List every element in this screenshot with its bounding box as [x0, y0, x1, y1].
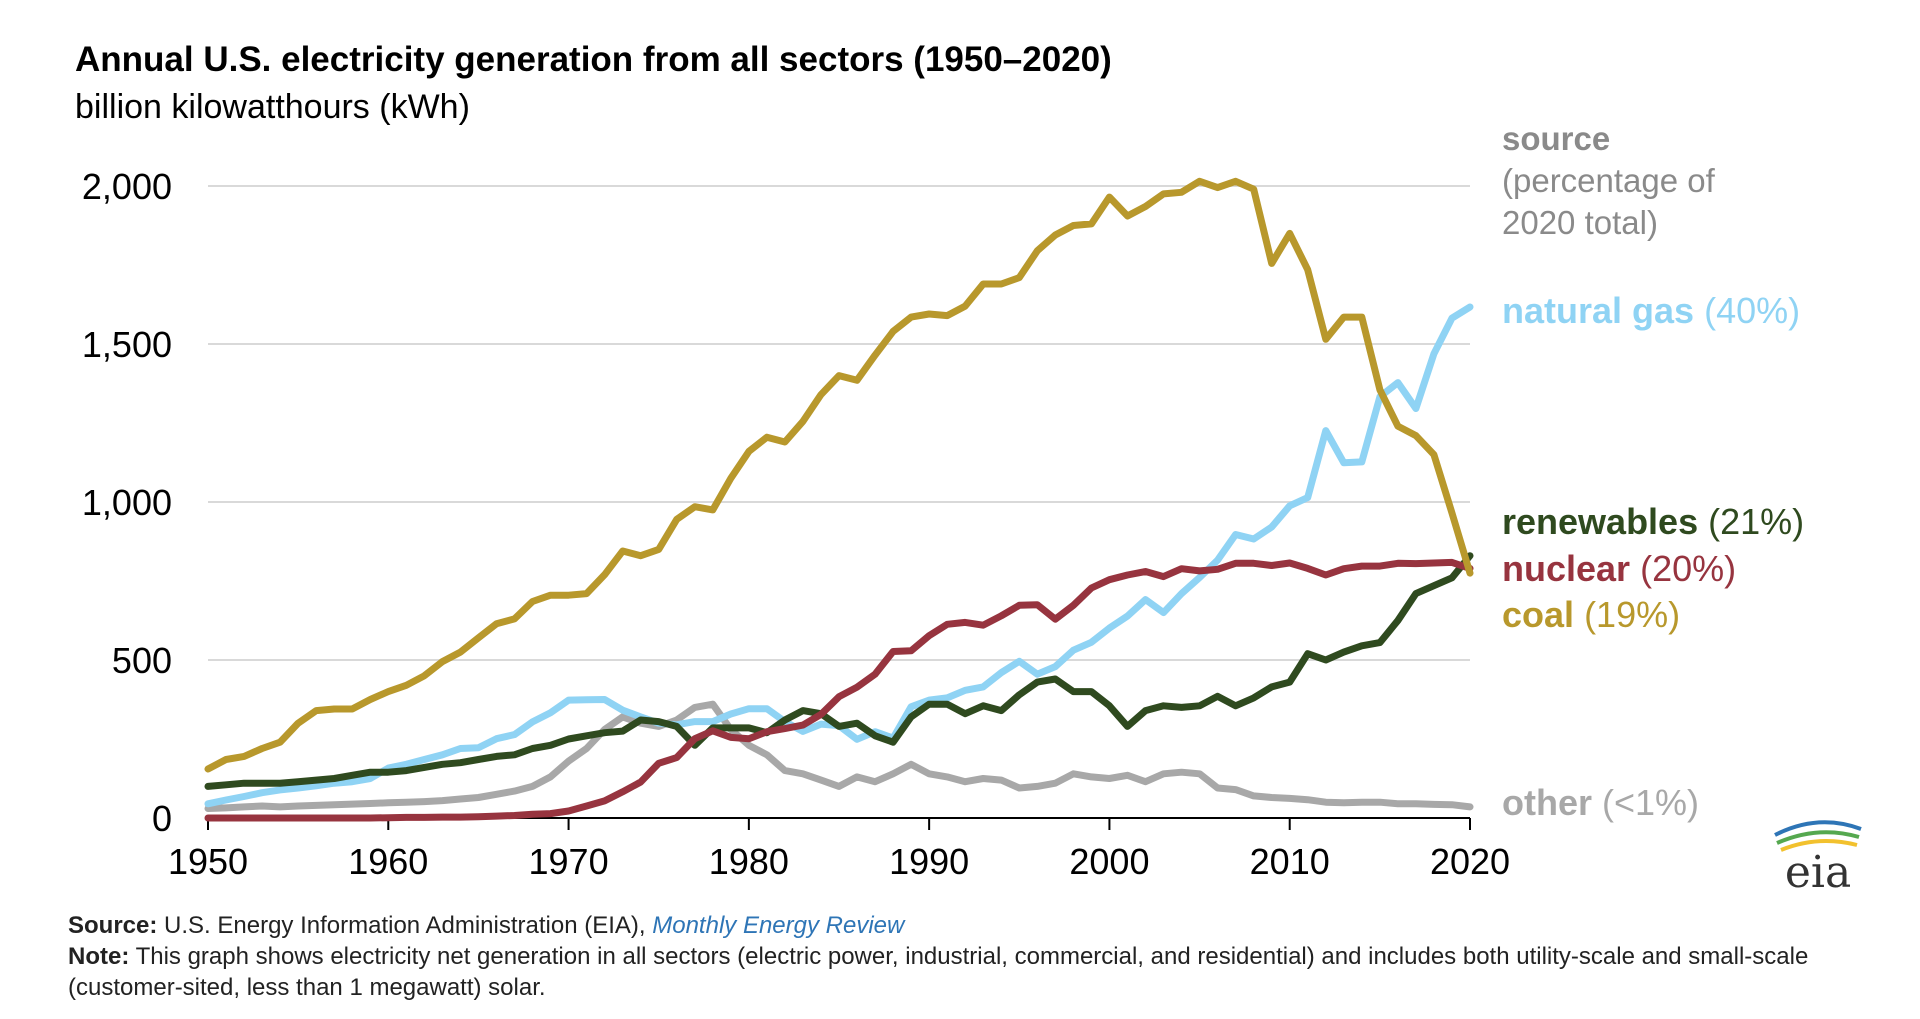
y-axis-ticks: 0 500 1,000 1,500 2,000 [82, 166, 172, 839]
x-tick-label: 1980 [709, 841, 789, 882]
legend-item-other: other (<1%) [1502, 782, 1699, 824]
legend-item-natural-gas: natural gas (40%) [1502, 290, 1800, 332]
y-tick-label: 500 [112, 640, 172, 681]
y-tick-label: 1,000 [82, 482, 172, 523]
source-line: Source: U.S. Energy Information Administ… [68, 910, 1868, 941]
eia-logo-text: eia [1785, 847, 1851, 895]
eia-logo: eia [1763, 805, 1873, 900]
legend-nuclear-name: nuclear [1502, 548, 1631, 589]
legend-header-line2: (percentage of [1502, 162, 1715, 199]
series-line-renewables [204, 552, 1474, 790]
x-tick-label: 2010 [1250, 841, 1330, 882]
legend-natural-gas-pct: (40%) [1704, 290, 1801, 331]
chart-subtitle: billion kilowatthours (kWh) [75, 88, 470, 126]
legend-nuclear-pct: (20%) [1640, 548, 1737, 589]
source-link[interactable]: Monthly Energy Review [652, 912, 905, 939]
legend-item-coal: coal (19%) [1502, 594, 1680, 636]
y-tick-label: 1,500 [82, 324, 172, 365]
legend-other-pct: (<1%) [1602, 782, 1700, 823]
legend-header-line3: 2020 total) [1502, 204, 1658, 241]
legend-renewables-name: renewables [1502, 501, 1699, 542]
x-tick-label: 2000 [1069, 841, 1149, 882]
legend-header-line1: source [1502, 120, 1611, 157]
plot-area: 0 500 1,000 1,500 2,000 1950 1960 1970 1980 1990… [82, 166, 1510, 882]
series-line-nuclear [204, 558, 1474, 822]
series-line-coal [204, 177, 1474, 773]
legend-other-name: other [1502, 782, 1592, 823]
legend-item-nuclear: nuclear (20%) [1502, 548, 1736, 590]
legend-coal-name: coal [1502, 594, 1575, 635]
legend-coal-pct: (19%) [1584, 594, 1681, 635]
series-line-other [204, 700, 1474, 812]
x-tick-label: 1960 [348, 841, 428, 882]
note-label: Note: [68, 943, 130, 970]
x-tick-label: 1990 [889, 841, 969, 882]
legend-header: source (percentage of 2020 total) [1502, 118, 1715, 244]
legend-renewables-pct: (21%) [1708, 501, 1805, 542]
chart-title: Annual U.S. electricity generation from … [75, 40, 1112, 79]
x-tick-label: 1970 [529, 841, 609, 882]
x-tick-label: 2020 [1430, 841, 1510, 882]
note-text: This graph shows electricity net generat… [68, 943, 1809, 1001]
legend-item-renewables: renewables (21%) [1502, 501, 1804, 543]
y-tick-label: 2,000 [82, 166, 172, 207]
source-label: Source: [68, 912, 158, 939]
note-line: Note: This graph shows electricity net g… [68, 941, 1868, 1003]
footer: Source: U.S. Energy Information Administ… [68, 910, 1868, 1003]
y-tick-label: 0 [152, 798, 172, 839]
legend-natural-gas-name: natural gas [1502, 290, 1695, 331]
x-tick-label: 1950 [168, 841, 248, 882]
series-lines [204, 177, 1474, 822]
x-axis-ticks: 1950 1960 1970 1980 1990 2000 2010 2020 [168, 818, 1510, 882]
source-text: U.S. Energy Information Administration (… [164, 912, 646, 939]
